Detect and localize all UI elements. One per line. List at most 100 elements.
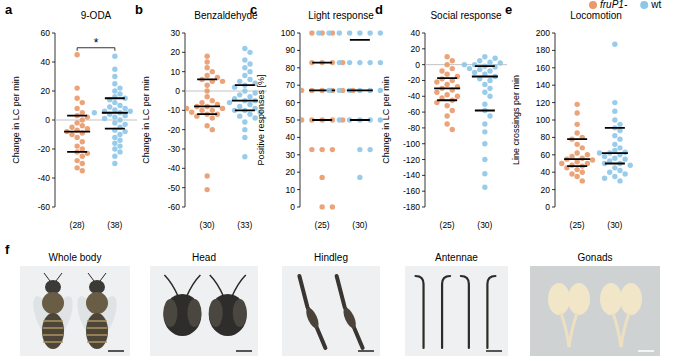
y-tick — [552, 137, 555, 138]
photo-caption: Antennae — [435, 252, 478, 263]
y-tick-label: 180 — [536, 45, 550, 55]
bee-thorax — [42, 292, 64, 314]
y-tick — [422, 175, 425, 176]
data-point — [337, 60, 342, 65]
data-point — [247, 50, 252, 55]
testis — [620, 283, 642, 315]
y-tick — [552, 50, 555, 51]
y-tick-label: 0 — [290, 202, 295, 212]
y-tick — [552, 172, 555, 173]
y-tick-label: -50 — [168, 183, 181, 193]
eye — [187, 299, 201, 327]
data-point — [204, 73, 209, 78]
data-point — [112, 107, 117, 112]
data-point — [199, 108, 204, 113]
panel-title: 9-ODA — [81, 10, 112, 21]
photo-panel: fWhole bodyHeadHindlegAntennaeGonads — [5, 242, 660, 356]
y-tick-label: 60 — [541, 150, 551, 160]
panel-letter: c — [250, 2, 257, 17]
legend-label: wt — [650, 0, 661, 10]
photo-caption: Hindleg — [314, 252, 348, 263]
data-point — [612, 42, 617, 47]
y-tick — [182, 71, 185, 72]
data-point — [309, 30, 314, 35]
data-point — [210, 127, 215, 132]
y-tick — [182, 52, 185, 53]
testis — [600, 283, 622, 315]
panel-title: Light response — [308, 10, 374, 21]
data-point — [482, 101, 487, 106]
y-tick — [182, 33, 185, 34]
data-point — [580, 145, 585, 150]
data-point — [498, 60, 503, 65]
median-line — [434, 87, 460, 89]
y-tick-label: -100 — [403, 139, 420, 149]
data-point — [612, 142, 617, 147]
data-point — [612, 109, 617, 114]
median-line — [472, 76, 498, 78]
data-point — [117, 85, 122, 90]
photo — [20, 266, 130, 356]
data-point — [80, 100, 85, 105]
data-point — [242, 88, 247, 93]
y-axis-line — [425, 33, 426, 207]
y-axis-label: Positive responses [%] — [256, 74, 266, 165]
sample-size: (30) — [200, 220, 215, 230]
photo — [405, 266, 508, 356]
data-point — [492, 56, 497, 61]
data-point — [487, 68, 492, 73]
data-point — [117, 143, 122, 148]
y-tick-label: -20 — [38, 144, 51, 154]
y-tick-label: 10 — [171, 67, 181, 77]
data-point — [444, 92, 449, 97]
y-tick-label: 40 — [41, 57, 51, 67]
y-tick-label: 20 — [286, 167, 296, 177]
y-tick — [422, 191, 425, 192]
data-point — [85, 126, 90, 131]
y-tick — [552, 67, 555, 68]
photo-caption: Gonads — [577, 252, 612, 263]
data-point — [337, 117, 342, 122]
significance-label: * — [94, 36, 99, 50]
testis — [568, 283, 590, 315]
y-tick — [422, 143, 425, 144]
quartile-line — [312, 62, 332, 64]
data-point — [487, 94, 492, 99]
data-point — [585, 152, 590, 157]
data-point — [367, 30, 372, 35]
data-point — [74, 120, 79, 125]
data-point — [617, 178, 622, 183]
y-tick — [422, 80, 425, 81]
quartile-line — [605, 163, 625, 165]
data-point — [122, 122, 127, 127]
y-tick — [52, 33, 55, 34]
y-tick-label: -10 — [168, 105, 181, 115]
quartile-line — [235, 84, 255, 86]
data-point — [569, 171, 574, 176]
y-tick-label: 60 — [286, 98, 296, 108]
photo — [282, 266, 380, 356]
quartile-line — [67, 151, 87, 153]
y-tick-label: 140 — [536, 80, 550, 90]
y-tick-label: 40 — [286, 132, 296, 142]
data-point — [242, 119, 247, 124]
y-tick — [552, 120, 555, 121]
y-tick — [52, 91, 55, 92]
data-point — [112, 114, 117, 119]
data-point — [580, 178, 585, 183]
scale-bar — [638, 350, 654, 352]
y-tick — [422, 64, 425, 65]
y-tick-label: -60 — [38, 202, 51, 212]
y-tick-label: 0 — [45, 115, 50, 125]
eye — [233, 299, 247, 327]
sample-size: (30) — [352, 220, 367, 230]
data-point — [112, 141, 117, 146]
quartile-line — [437, 77, 457, 79]
photo-caption: Head — [192, 252, 216, 263]
data-point — [112, 100, 117, 105]
y-tick-label: 50 — [286, 115, 296, 125]
y-tick-label: 70 — [286, 80, 296, 90]
y-tick — [297, 137, 300, 138]
data-point — [590, 157, 595, 162]
data-point — [444, 82, 449, 87]
